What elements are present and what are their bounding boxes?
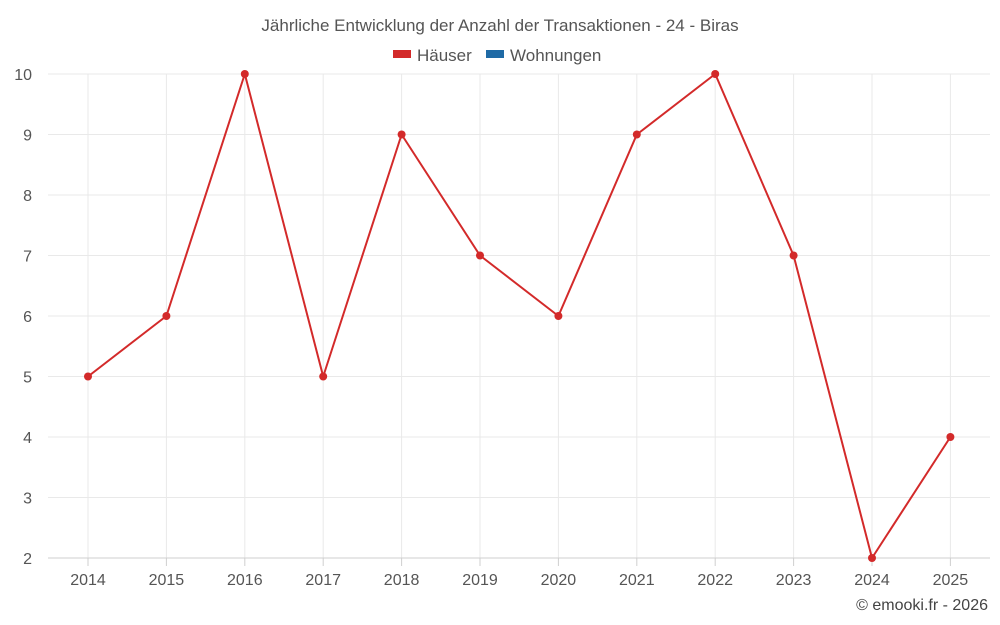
y-tick-label: 6	[23, 309, 32, 326]
legend-label-wohnungen[interactable]: Wohnungen	[510, 46, 601, 65]
y-tick-label: 5	[23, 370, 32, 387]
x-tick-label: 2023	[776, 572, 812, 589]
data-point[interactable]	[240, 70, 249, 78]
x-tick-label: 2017	[305, 572, 341, 589]
y-tick-label: 7	[23, 249, 32, 266]
x-tick-label: 2018	[384, 572, 420, 589]
y-tick-label: 2	[23, 551, 32, 568]
data-point[interactable]	[946, 433, 955, 441]
x-tick-label: 2022	[697, 572, 733, 589]
y-tick-label: 10	[14, 67, 32, 84]
data-point[interactable]	[397, 130, 406, 139]
credit: © emooki.fr - 2026	[856, 597, 988, 614]
x-tick-label: 2025	[933, 572, 969, 589]
y-tick-label: 3	[23, 491, 32, 508]
series-line-0	[87, 73, 952, 559]
data-point[interactable]	[476, 251, 484, 260]
axes: 2 3 4 5 6 7 8 9 10 2014 2015 2016 2017 2018 2019 2020 20…	[14, 67, 990, 589]
series-layer	[84, 70, 955, 562]
x-tick-label: 2016	[227, 572, 263, 589]
legend-swatch-hauser[interactable]	[393, 50, 411, 58]
data-point[interactable]	[632, 130, 641, 139]
legend-swatch-wohnungen[interactable]	[486, 50, 504, 58]
chart-title: Jährliche Entwicklung der Anzahl der Tra…	[261, 16, 738, 35]
x-tick-label: 2019	[462, 572, 498, 589]
x-tick-label: 2014	[70, 572, 106, 589]
x-tick-label: 2015	[149, 572, 185, 589]
data-point[interactable]	[554, 312, 563, 320]
y-tick-label: 8	[23, 188, 32, 205]
x-tick-label: 2021	[619, 572, 655, 589]
x-tick-label: 2020	[541, 572, 577, 589]
data-point[interactable]	[868, 554, 876, 562]
data-point[interactable]	[162, 312, 171, 320]
legend-label-hauser[interactable]: Häuser	[417, 46, 472, 65]
data-point[interactable]	[711, 70, 720, 78]
legend: Häuser Wohnungen	[393, 46, 601, 65]
grid-lines	[48, 73, 990, 559]
x-tick-label: 2024	[854, 572, 890, 589]
data-point[interactable]	[789, 251, 798, 260]
data-point[interactable]	[319, 372, 328, 381]
y-tick-label: 9	[23, 128, 32, 145]
y-tick-label: 4	[23, 430, 32, 447]
data-point[interactable]	[84, 372, 92, 381]
